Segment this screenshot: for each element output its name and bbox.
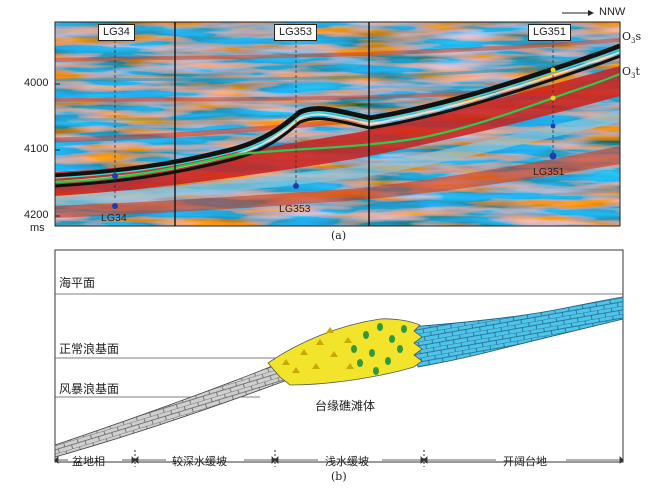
seismic-section	[54, 10, 621, 227]
facies-label-open-platform: 开阔台地	[503, 456, 547, 468]
depositional-model	[54, 249, 624, 467]
y-tick-4200: 4200	[24, 209, 49, 221]
horizon-label-o3s: O3s	[622, 30, 642, 46]
well-label-bottom-lg34: LG34	[101, 212, 127, 224]
facies-label-deeper-ramp: 较深水缓坡	[172, 456, 227, 468]
level-label-storm-wave-base: 风暴浪基面	[59, 382, 120, 396]
well-label-top-lg353: LG353	[274, 24, 318, 41]
well-label-bottom-lg351: LG351	[533, 166, 565, 178]
caption-a: (a)	[331, 229, 347, 242]
facies-label-basin: 盆地相	[72, 456, 105, 468]
horizon-label-o3t: O3t	[622, 65, 640, 81]
level-label-sea-level: 海平面	[59, 276, 96, 290]
direction-label: NNW	[599, 6, 626, 18]
y-tick-4100: 4100	[24, 143, 49, 155]
well-label-bottom-lg353: LG353	[279, 203, 311, 215]
facies-label-shallow-ramp: 浅水缓坡	[325, 456, 369, 468]
y-unit: ms	[30, 222, 45, 234]
y-tick-4000: 4000	[24, 77, 49, 89]
well-label-top-lg34: LG34	[98, 24, 135, 41]
reef-shoal-label: 台缘礁滩体	[315, 399, 376, 413]
well-label-top-lg351: LG351	[528, 24, 572, 41]
level-label-fair-weather-wave-base: 正常浪基面	[59, 342, 120, 356]
caption-b: (b)	[331, 470, 347, 483]
